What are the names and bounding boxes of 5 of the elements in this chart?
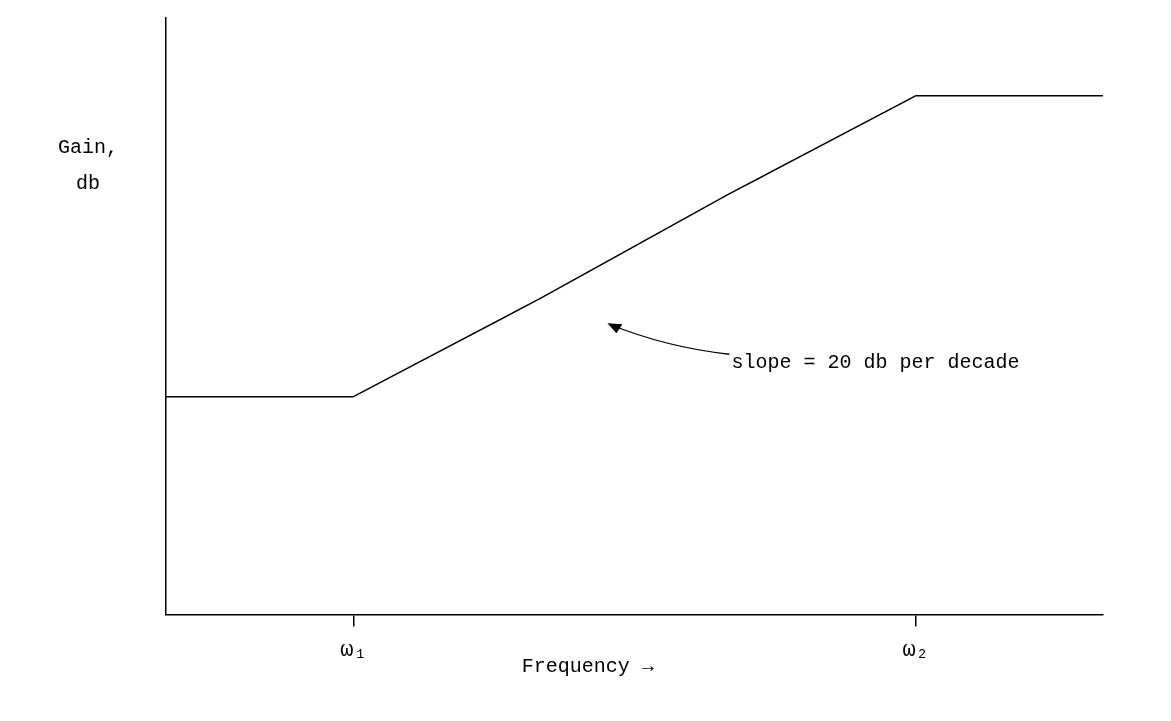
- x-tick-label: ω₁: [340, 637, 367, 663]
- y-axis-title: Gain, db: [57, 136, 119, 196]
- annotation: slope = 20 db per decade: [731, 350, 1020, 374]
- x-axis-title: Frequency →: [521, 654, 654, 678]
- x-tick-label: ω₂: [902, 637, 929, 663]
